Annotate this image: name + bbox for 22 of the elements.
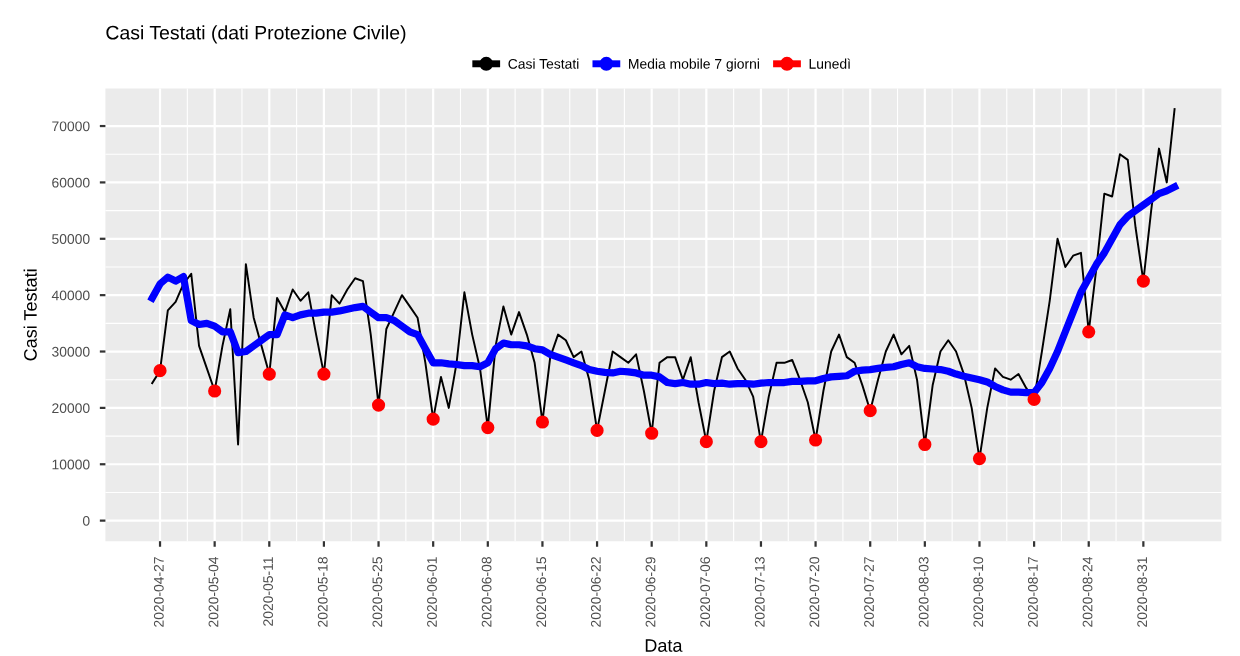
point <box>863 404 877 418</box>
point <box>1136 274 1150 288</box>
point <box>645 426 659 440</box>
y-axis-title: Casi Testati <box>23 269 37 361</box>
x-axis-title: Data <box>645 639 683 652</box>
point <box>426 412 440 426</box>
chart-title: Casi Testati (dati Protezione Civile) <box>106 25 406 44</box>
point <box>535 415 550 429</box>
point <box>1082 325 1096 339</box>
point <box>918 437 932 452</box>
point <box>208 384 222 398</box>
point <box>972 452 987 466</box>
point <box>317 367 331 381</box>
point <box>699 435 713 449</box>
point <box>371 398 386 412</box>
point <box>481 421 495 435</box>
point <box>153 364 167 378</box>
point <box>262 367 276 381</box>
point <box>808 433 823 447</box>
point <box>754 435 768 449</box>
point <box>1027 392 1041 407</box>
point <box>590 423 604 438</box>
